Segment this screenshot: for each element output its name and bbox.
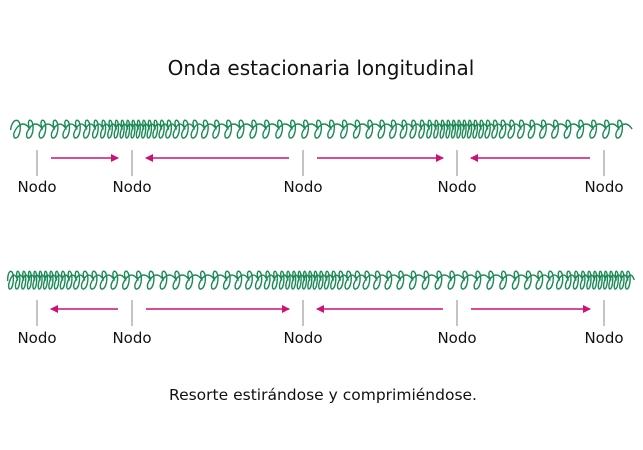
- node-label: Nodo: [17, 329, 56, 347]
- node-label: Nodo: [112, 178, 151, 196]
- node-label: Nodo: [437, 329, 476, 347]
- spring-coil: [6, 270, 635, 290]
- spring-row-2: Nodo Nodo Nodo Nodo Nodo: [6, 270, 635, 347]
- node-label: Nodo: [584, 329, 623, 347]
- spring-coil: [9, 119, 633, 139]
- node-label: Nodo: [283, 178, 322, 196]
- node-label: Nodo: [112, 329, 151, 347]
- spring-row-1: Nodo Nodo Nodo Nodo Nodo: [9, 119, 633, 196]
- node-label: Nodo: [584, 178, 623, 196]
- node-label: Nodo: [17, 178, 56, 196]
- diagram-title: Onda estacionaria longitudinal: [168, 56, 475, 80]
- caption-text: Resorte estirándose y comprimiéndose.: [169, 386, 477, 404]
- node-label: Nodo: [437, 178, 476, 196]
- node-label: Nodo: [283, 329, 322, 347]
